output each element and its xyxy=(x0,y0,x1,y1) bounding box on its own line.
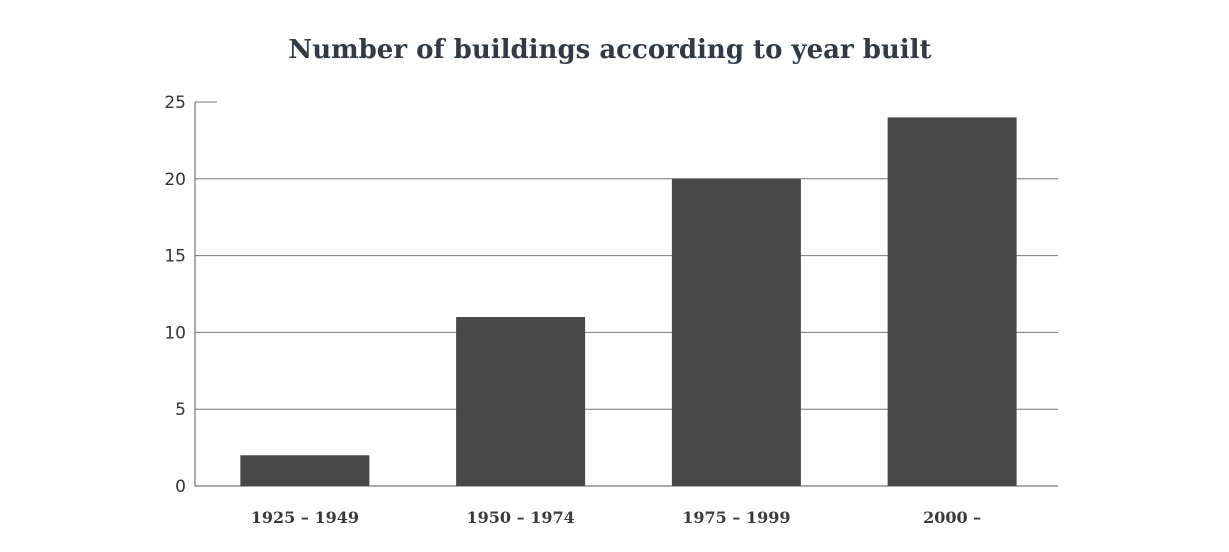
x-tick-label: 2000 – xyxy=(923,508,981,527)
y-tick-label: 15 xyxy=(164,247,186,267)
bar-2 xyxy=(671,178,801,487)
bar-3 xyxy=(887,117,1017,487)
y-tick-label: 5 xyxy=(175,400,186,420)
x-tick-label: 1925 – 1949 xyxy=(251,508,359,527)
x-tick-label: 1975 – 1999 xyxy=(682,508,790,527)
y-tick-label: 0 xyxy=(175,477,186,497)
x-tick-label: 1950 – 1974 xyxy=(467,508,575,527)
y-tick-label: 10 xyxy=(164,323,186,343)
bar-0 xyxy=(240,455,370,486)
x-axis-tick-labels: 1925 – 1949 1950 – 1974 1975 – 1999 2000 – xyxy=(251,508,981,527)
y-axis-tick-labels: 0 5 10 15 20 25 xyxy=(164,93,186,497)
chart-title: Number of buildings according to year bu… xyxy=(288,35,931,65)
bars xyxy=(240,117,1017,487)
bar-1 xyxy=(456,317,586,486)
y-tick-label: 25 xyxy=(164,93,186,113)
y-tick-label: 20 xyxy=(164,170,186,190)
